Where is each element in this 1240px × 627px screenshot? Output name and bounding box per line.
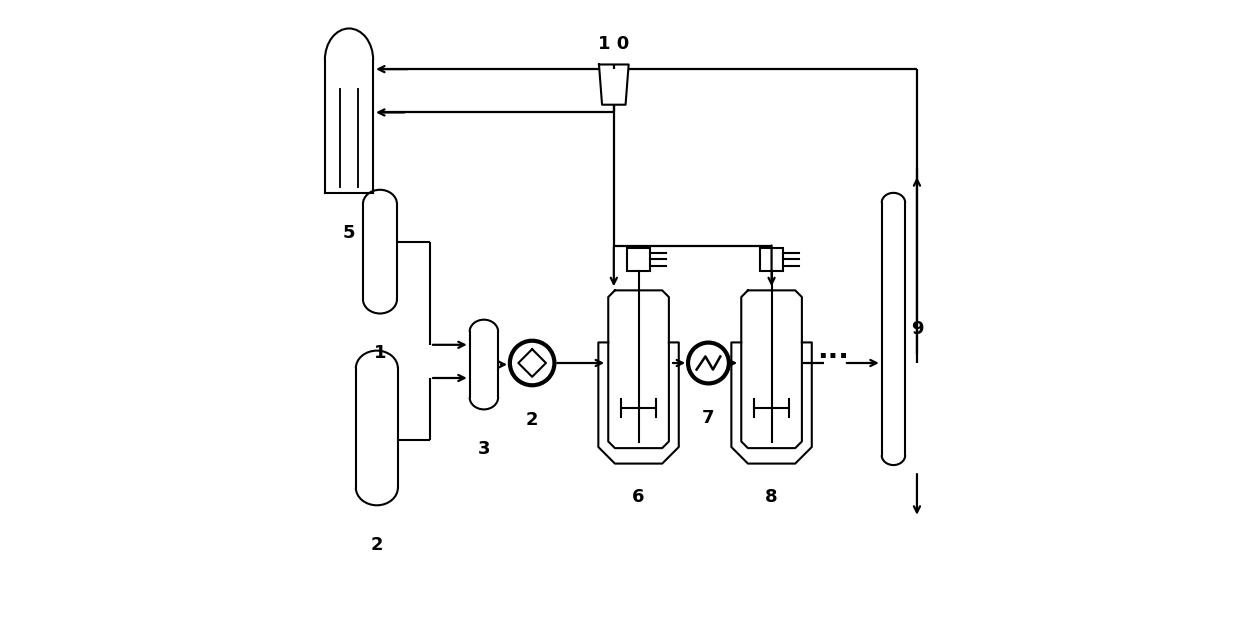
Text: 8: 8 — [765, 488, 777, 507]
Text: 2: 2 — [371, 536, 383, 554]
Text: 1: 1 — [373, 344, 386, 362]
Text: 5: 5 — [342, 224, 356, 242]
Text: 1 0: 1 0 — [598, 35, 630, 53]
Text: 9: 9 — [910, 320, 924, 338]
Text: ···: ··· — [817, 343, 849, 371]
Text: 3: 3 — [477, 440, 490, 458]
Bar — [760, 248, 782, 271]
Bar — [627, 248, 650, 271]
Text: 2: 2 — [526, 411, 538, 429]
Text: 7: 7 — [702, 409, 714, 428]
Text: 6: 6 — [632, 488, 645, 507]
